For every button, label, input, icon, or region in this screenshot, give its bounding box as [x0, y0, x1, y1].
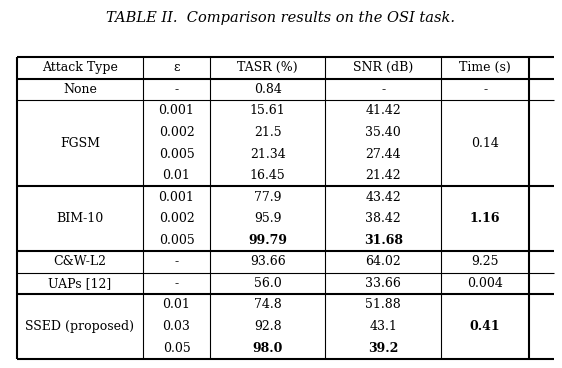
Text: 0.004: 0.004 [467, 277, 503, 290]
Text: 0.01: 0.01 [162, 169, 191, 182]
Text: C&W-L2: C&W-L2 [53, 255, 106, 268]
Text: 0.01: 0.01 [162, 298, 191, 311]
Text: 98.0: 98.0 [252, 342, 283, 354]
Text: 99.79: 99.79 [248, 234, 287, 247]
Text: 38.42: 38.42 [365, 212, 401, 225]
Text: 74.8: 74.8 [254, 298, 282, 311]
Text: 35.40: 35.40 [365, 126, 401, 139]
Text: 64.02: 64.02 [365, 255, 401, 268]
Text: UAPs [12]: UAPs [12] [48, 277, 111, 290]
Text: 1.16: 1.16 [470, 212, 500, 225]
Text: 0.84: 0.84 [254, 83, 282, 96]
Text: -: - [381, 83, 385, 96]
Text: FGSM: FGSM [60, 137, 100, 150]
Text: 21.5: 21.5 [254, 126, 282, 139]
Text: 27.44: 27.44 [365, 148, 401, 160]
Text: SNR (dB): SNR (dB) [353, 61, 413, 74]
Text: -: - [483, 83, 487, 96]
Text: 0.002: 0.002 [158, 212, 194, 225]
Text: 51.88: 51.88 [365, 298, 401, 311]
Text: 0.005: 0.005 [158, 148, 194, 160]
Text: 21.42: 21.42 [365, 169, 401, 182]
Text: Time (s): Time (s) [459, 61, 511, 74]
Text: 21.34: 21.34 [250, 148, 285, 160]
Text: ε: ε [173, 61, 180, 74]
Text: -: - [174, 255, 179, 268]
Text: 15.61: 15.61 [250, 105, 285, 117]
Text: SSED (proposed): SSED (proposed) [25, 320, 134, 333]
Text: None: None [63, 83, 97, 96]
Text: Attack Type: Attack Type [42, 61, 118, 74]
Text: 0.14: 0.14 [471, 137, 499, 150]
Text: 0.05: 0.05 [162, 342, 191, 354]
Text: 41.42: 41.42 [365, 105, 401, 117]
Text: 77.9: 77.9 [254, 191, 282, 204]
Text: 0.001: 0.001 [158, 105, 194, 117]
Text: 95.9: 95.9 [254, 212, 282, 225]
Text: 0.002: 0.002 [158, 126, 194, 139]
Text: 0.005: 0.005 [158, 234, 194, 247]
Text: 93.66: 93.66 [250, 255, 285, 268]
Text: -: - [174, 277, 179, 290]
Text: 0.41: 0.41 [470, 320, 500, 333]
Text: 92.8: 92.8 [254, 320, 282, 333]
Text: 56.0: 56.0 [254, 277, 282, 290]
Text: TASR (%): TASR (%) [238, 61, 298, 74]
Text: -: - [174, 83, 179, 96]
Text: 0.001: 0.001 [158, 191, 194, 204]
Text: 9.25: 9.25 [472, 255, 499, 268]
Text: 43.1: 43.1 [369, 320, 397, 333]
Text: 33.66: 33.66 [365, 277, 401, 290]
Text: BIM-10: BIM-10 [56, 212, 103, 225]
Text: 16.45: 16.45 [250, 169, 285, 182]
Text: 43.42: 43.42 [365, 191, 401, 204]
Text: 0.03: 0.03 [162, 320, 191, 333]
Text: TABLE II.  Comparison results on the OSI task.: TABLE II. Comparison results on the OSI … [107, 11, 455, 25]
Text: 31.68: 31.68 [364, 234, 402, 247]
Text: 39.2: 39.2 [368, 342, 398, 354]
